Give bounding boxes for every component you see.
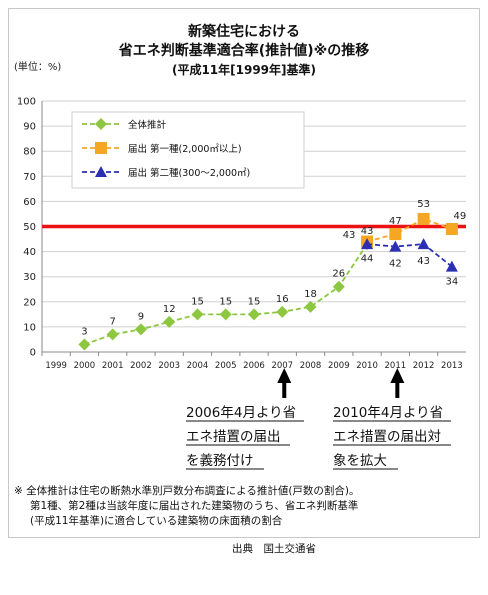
x-tick-label-2011: 2011 — [385, 361, 407, 371]
y-tick-label-90: 90 — [23, 122, 36, 133]
series-1-point-2006 — [248, 308, 260, 321]
x-tick-label-2002: 2002 — [130, 361, 152, 371]
annotation-2010-line-1: 2010年4月より省 — [333, 405, 443, 421]
x-tick-label-2003: 2003 — [158, 361, 180, 371]
series-1-point-2001 — [106, 328, 119, 341]
series-2-data-label-2012: 53 — [417, 199, 430, 210]
series-1: 3 7 9 12 15 15 15 16 18 26 43 — [78, 230, 374, 351]
annotation-2006-line-3: を義務付け — [186, 452, 254, 469]
legend-label-2: 届出 第一種(2,000㎡以上) — [128, 143, 242, 155]
footnote-line-3: (平成11年基準)に適合している建築物の床面積の割合 — [30, 514, 283, 527]
series-1-data-label-2002: 9 — [138, 311, 144, 322]
chart-title-line-1: 新築住宅における — [188, 23, 300, 40]
x-tick-label-2013: 2013 — [441, 361, 463, 371]
series-1-point-2005 — [219, 308, 232, 321]
series-1-data-label-2003: 12 — [163, 304, 176, 315]
series-1-data-label-2009: 26 — [332, 269, 345, 280]
series-1-data-label-2006: 15 — [248, 296, 261, 307]
y-tick-label-20: 20 — [23, 297, 36, 308]
series-1-point-2004 — [191, 308, 204, 321]
series-3-point-2012 — [417, 238, 430, 250]
annotation-arrow-head-1 — [277, 368, 292, 383]
series-1-point-2003 — [163, 315, 176, 328]
series-1-data-label-2008: 18 — [304, 289, 317, 300]
y-tick-label-40: 40 — [23, 247, 36, 258]
annotation-2006-line-1: 2006年4月より省 — [186, 405, 296, 421]
source-credit: 出典 国土交通省 — [232, 542, 316, 555]
series-1-point-2008 — [304, 300, 317, 313]
y-axis-label: (単位：%) — [14, 60, 61, 73]
y-tick-label-60: 60 — [23, 197, 36, 208]
series-1-data-label-2004: 15 — [191, 296, 204, 307]
series-2-point-2013 — [445, 223, 458, 236]
series-1-data-label-2010: 43 — [343, 230, 356, 241]
y-tick-label-100: 100 — [17, 97, 36, 108]
series-2-data-label-2010: 44 — [361, 254, 374, 265]
annotation-2010-line-2: エネ措置の届出対 — [333, 429, 441, 445]
x-tick-label-2008: 2008 — [300, 361, 322, 371]
y-tick-label-30: 30 — [23, 272, 36, 283]
x-tick-label-2000: 2000 — [74, 361, 96, 371]
series-3-data-label-2013: 34 — [445, 277, 458, 288]
x-tick-label-2007: 2007 — [271, 361, 293, 371]
legend-label-1: 全体推計 — [128, 119, 167, 131]
x-tick-label-2012: 2012 — [413, 361, 435, 371]
series-2-data-label-2013: 49 — [453, 211, 466, 222]
annotation-2010: 2010年4月より省 エネ措置の届出対 象を拡大 — [333, 405, 451, 470]
series-3-line — [366, 243, 453, 268]
legend-marker-2 — [95, 142, 107, 154]
series-2-point-2012 — [417, 212, 430, 225]
series-2-data-label-2011: 47 — [389, 216, 402, 227]
footnote-line-1: ※ 全体推計は住宅の断熱水準別戸数分布調査による推計値(戸数の割合)。 — [14, 484, 360, 497]
series-3: 43 42 43 34 — [361, 226, 459, 288]
plot-area: 0 10 20 30 40 50 60 70 80 90 100 1999 2000 2001 2002 20… — [17, 97, 467, 398]
x-tick-label-2004: 2004 — [187, 361, 209, 371]
series-3-point-2011 — [389, 240, 402, 252]
chart-title-line-2: 省エネ判断基準適合率(推計値)※の推移 — [118, 42, 369, 59]
x-tick-label-2006: 2006 — [243, 361, 265, 371]
annotation-2006: 2006年4月より省 エネ措置の届出 を義務付け — [186, 405, 304, 470]
y-tick-label-0: 0 — [30, 348, 36, 359]
series-1-data-label-2000: 3 — [81, 326, 87, 337]
series-3-point-2010 — [361, 238, 374, 250]
series-2-line — [366, 217, 453, 243]
x-tick-label-1999: 1999 — [45, 361, 67, 371]
y-tick-label-80: 80 — [23, 147, 36, 158]
x-tick-label-2010: 2010 — [356, 361, 378, 371]
y-tick-label-10: 10 — [23, 322, 36, 333]
legend-label-3: 届出 第二種(300～2,000㎡) — [128, 167, 250, 179]
annotation-2010-line-3: 象を拡大 — [333, 453, 387, 469]
series-1-line — [84, 243, 368, 346]
series-1-data-label-2005: 15 — [219, 296, 232, 307]
series-2: 44 47 53 49 — [361, 199, 467, 265]
series-3-point-2013 — [445, 260, 458, 272]
series-1-point-2002 — [134, 323, 147, 336]
series-1-point-2009 — [332, 280, 345, 293]
legend-marker-3 — [95, 166, 107, 177]
series-1-point-2000 — [78, 338, 91, 351]
annotation-2006-line-2: エネ措置の届出 — [186, 429, 281, 445]
footnote-line-2: 第1種、第2種は当該年度に届出された建築物のうち、省エネ判断基準 — [30, 499, 358, 512]
x-tick-label-2009: 2009 — [328, 361, 350, 371]
x-tick-label-2001: 2001 — [102, 361, 124, 371]
chart-subtitle: (平成11年[1999年]基準) — [172, 62, 316, 77]
annotation-arrow-head-2 — [390, 368, 405, 383]
y-tick-label-50: 50 — [23, 222, 36, 233]
series-2-point-2011 — [389, 228, 402, 241]
series-1-point-2007 — [276, 305, 289, 318]
x-tick-label-2005: 2005 — [215, 361, 237, 371]
series-3-data-label-2010: 43 — [361, 226, 374, 237]
legend-marker-1 — [95, 118, 107, 130]
series-1-data-label-2007: 16 — [276, 294, 289, 305]
series-3-data-label-2011: 42 — [389, 259, 402, 270]
chart-frame — [8, 8, 480, 538]
series-3-data-label-2012: 43 — [417, 256, 430, 267]
y-tick-label-70: 70 — [23, 172, 36, 183]
series-1-data-label-2001: 7 — [109, 316, 115, 327]
